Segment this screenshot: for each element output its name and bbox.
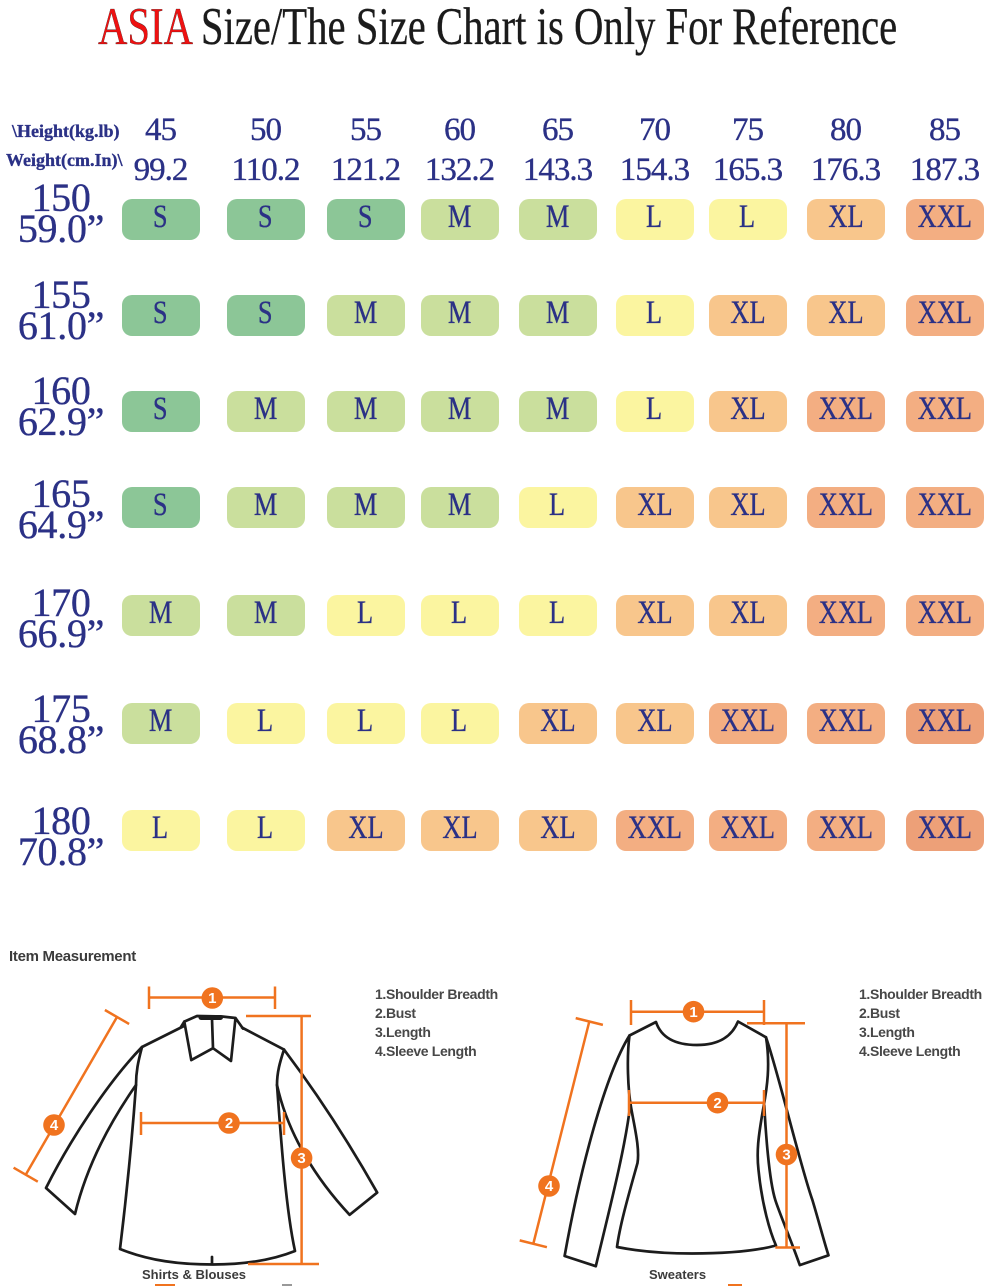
svg-text:3: 3 xyxy=(782,1147,790,1164)
svg-text:4: 4 xyxy=(545,1178,554,1195)
svg-text:1: 1 xyxy=(208,990,216,1007)
svg-text:4: 4 xyxy=(50,1117,59,1134)
svg-text:2: 2 xyxy=(713,1095,721,1112)
svg-text:2: 2 xyxy=(225,1115,233,1132)
svg-text:3: 3 xyxy=(297,1150,305,1167)
svg-text:1: 1 xyxy=(689,1004,697,1021)
